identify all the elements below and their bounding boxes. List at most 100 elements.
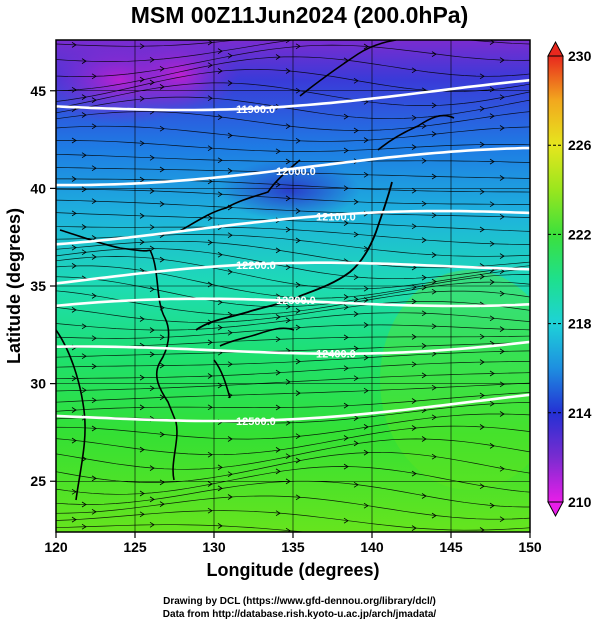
flow-arrowhead (275, 447, 281, 453)
flow-arrowhead (139, 213, 145, 219)
flow-arrowhead (431, 102, 437, 109)
flow-arrowhead (421, 200, 427, 207)
flow-arrowhead (421, 310, 427, 317)
flow-arrowhead (227, 132, 233, 139)
flow-arrowhead (363, 502, 369, 509)
streamline (56, 212, 530, 232)
flow-arrowhead (207, 40, 213, 46)
flow-arrowhead (295, 43, 301, 50)
flow-arrowhead (353, 231, 359, 238)
credit-data-source: Data from http://database.rish.kyoto-u.a… (162, 609, 437, 620)
flow-arrowhead (354, 32, 358, 37)
flow-arrowhead (499, 411, 505, 417)
flow-arrowhead (285, 264, 291, 271)
y-tick-label: 25 (30, 473, 46, 489)
colorbar: 210 214 218 222 226 230 (547, 40, 592, 518)
flow-arrowhead (91, 425, 97, 432)
flow-arrowhead (431, 51, 437, 57)
flow-arrowhead (295, 457, 301, 464)
flow-arrowhead (207, 178, 213, 185)
contour-label: 12400.0 (316, 349, 356, 361)
flow-arrowhead (207, 95, 213, 102)
flow-arrowhead (81, 387, 87, 394)
flow-arrowhead (411, 470, 417, 477)
flow-arrowhead (363, 387, 369, 394)
flow-arrowhead (343, 365, 349, 372)
contour-label: 12500.0 (236, 416, 276, 428)
streamline (56, 425, 530, 456)
flow-arrowhead (227, 168, 233, 174)
flow-arrowhead (295, 390, 301, 396)
flow-arrowhead (480, 23, 484, 28)
height-contour (56, 209, 530, 246)
flow-arrowhead (91, 508, 97, 515)
flow-arrowhead (275, 510, 281, 517)
flow-arrowhead (499, 326, 505, 332)
streamline (56, 466, 530, 495)
flow-arrowhead (227, 269, 233, 275)
flow-arrowhead (431, 512, 437, 519)
colorbar-tick-label: 226 (568, 137, 592, 153)
flow-arrowhead (363, 354, 369, 361)
flow-arrowhead (421, 343, 427, 349)
contour-label: 12000.0 (276, 166, 316, 178)
y-axis-label: Latitude (degrees) (4, 208, 24, 364)
flow-arrowhead (71, 244, 77, 251)
flow-arrowhead (344, 25, 348, 30)
streamline (56, 413, 530, 440)
flow-arrowhead (207, 404, 213, 411)
flow-arrowhead (139, 490, 145, 497)
flow-arrowhead (489, 502, 495, 509)
flow-arrowhead (295, 282, 301, 288)
flow-arrowhead (489, 240, 495, 247)
height-contour (56, 393, 530, 423)
flow-arrowhead (363, 43, 369, 50)
flow-arrowhead (139, 43, 145, 50)
flow-arrowhead (411, 114, 417, 121)
flow-arrowhead (295, 358, 301, 365)
flow-arrowhead (353, 274, 359, 281)
flow-arrowhead (159, 84, 165, 90)
flow-arrowhead (295, 169, 301, 176)
colorbar-max-arrow (547, 40, 564, 57)
flow-arrowhead (227, 329, 233, 336)
flow-arrowhead (353, 77, 359, 84)
flow-arrowhead (343, 147, 349, 154)
x-tick-label: 125 (123, 539, 147, 555)
flow-arrowhead (217, 68, 223, 74)
flow-arrowhead (149, 56, 155, 63)
flow-arrowhead (363, 424, 369, 430)
contour-label: 11900.0 (236, 104, 275, 116)
flow-arrowhead (276, 32, 280, 37)
flow-arrowhead (159, 394, 165, 401)
flow-arrowhead (159, 431, 165, 438)
flow-arrowhead (490, 537, 494, 542)
flow-arrowhead (207, 451, 213, 458)
height-contour (56, 340, 530, 356)
flow-arrowhead (71, 488, 77, 495)
flow-arrowhead (149, 245, 155, 252)
flow-arrowhead (411, 425, 417, 431)
flow-arrowhead (227, 471, 233, 478)
flow-arrowhead (353, 127, 359, 134)
flow-arrowhead (159, 334, 165, 341)
x-tick-label: 120 (44, 539, 68, 555)
flow-arrowhead (489, 86, 495, 93)
flow-arrowhead (159, 479, 165, 486)
streamline (56, 40, 240, 47)
streamline (56, 382, 530, 403)
flow-arrowhead (91, 73, 97, 80)
flow-arrowhead (489, 279, 495, 285)
flow-arrowhead (207, 145, 213, 152)
flow-arrowhead (217, 48, 223, 54)
flow-arrowhead (295, 433, 301, 440)
flow-arrowhead (139, 511, 145, 518)
colorbar-tick-label: 218 (568, 316, 592, 332)
flow-arrowhead (421, 436, 427, 442)
flow-arrowhead (217, 464, 223, 471)
contour-label: 12100.0 (316, 211, 356, 223)
flow-arrowhead (81, 249, 87, 256)
flow-arrowhead (479, 73, 485, 80)
flow-arrowhead (275, 468, 281, 475)
